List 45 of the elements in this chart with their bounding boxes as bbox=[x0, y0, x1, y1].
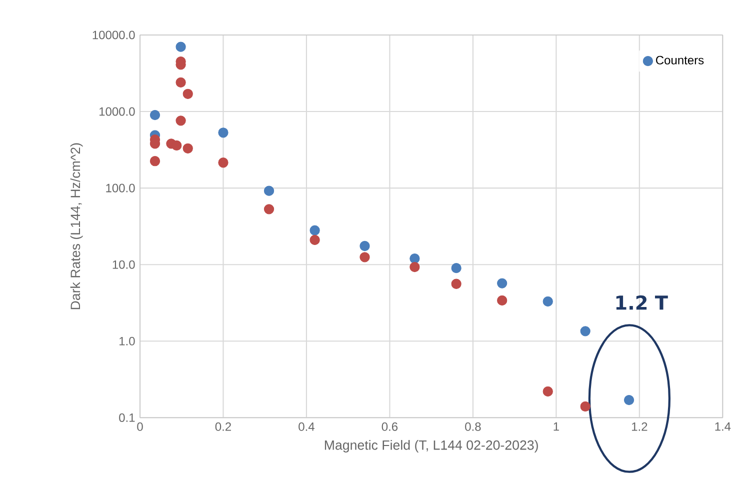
x-tick-label: 0 bbox=[137, 422, 143, 431]
point bbox=[624, 394, 634, 406]
x-tick-label: 1.2 bbox=[632, 422, 648, 431]
point bbox=[580, 401, 590, 412]
point bbox=[176, 42, 186, 52]
point bbox=[310, 225, 320, 236]
annotation: 1.2 T bbox=[616, 295, 668, 310]
point bbox=[182, 143, 193, 154]
x-tick-label: 1 bbox=[554, 422, 559, 431]
point bbox=[451, 263, 462, 274]
point bbox=[150, 110, 160, 120]
point bbox=[497, 295, 508, 306]
x-tick-label: 0.8 bbox=[465, 422, 481, 431]
point bbox=[264, 186, 274, 196]
point bbox=[182, 88, 193, 99]
x-tick-label: 0.2 bbox=[215, 422, 231, 431]
y-tick-label: 10.0 bbox=[112, 260, 135, 269]
y-tick-label: 1.0 bbox=[120, 336, 135, 346]
point bbox=[497, 278, 508, 288]
point bbox=[451, 278, 462, 289]
legend-label: Counters bbox=[656, 56, 704, 64]
y-tick-label: 10000.0 bbox=[92, 30, 135, 40]
point bbox=[172, 140, 182, 151]
point bbox=[542, 386, 553, 397]
y-axis-title: Dark Rates (L144, Hz/cm^2) bbox=[70, 143, 83, 310]
point bbox=[150, 156, 160, 166]
x-tick-label: 1.4 bbox=[715, 422, 731, 431]
point bbox=[410, 253, 420, 264]
point bbox=[542, 296, 553, 307]
point bbox=[218, 128, 228, 138]
y-tick-label: 1000.0 bbox=[100, 107, 135, 116]
point bbox=[410, 262, 420, 272]
point bbox=[176, 77, 186, 88]
x-tick-label: 0.6 bbox=[382, 422, 398, 431]
point bbox=[176, 116, 186, 126]
point bbox=[360, 252, 370, 262]
point bbox=[218, 158, 228, 168]
y-tick-label: 0.1 bbox=[119, 413, 135, 422]
point bbox=[580, 326, 590, 336]
x-axis-title: Magnetic Field (T, L144 02-20-2023) bbox=[324, 440, 538, 452]
x-tick-label: 0.4 bbox=[298, 422, 314, 431]
point bbox=[264, 204, 274, 214]
point bbox=[360, 240, 370, 252]
y-tick-label: 100.0 bbox=[106, 184, 135, 192]
point bbox=[310, 234, 320, 246]
